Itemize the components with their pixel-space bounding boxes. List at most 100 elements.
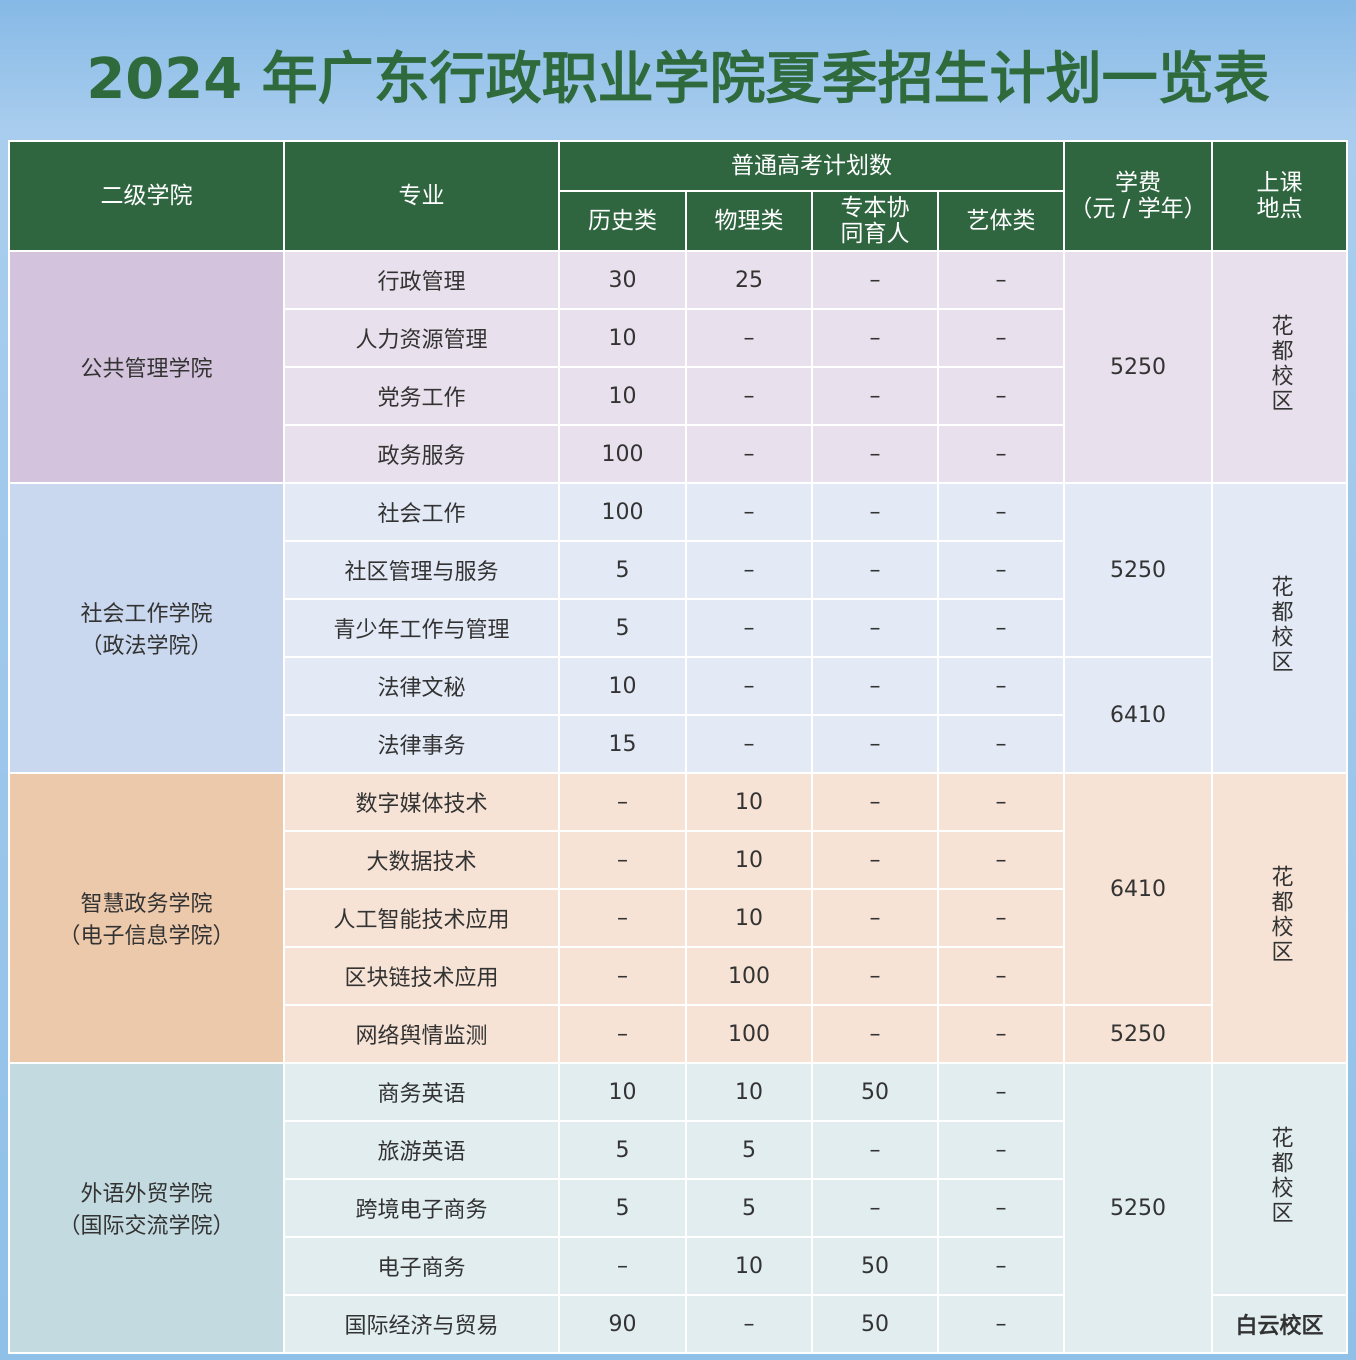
plan-cell: – <box>685 540 813 600</box>
plan-cell: 10 <box>558 656 687 716</box>
cell-text: 花都校区 <box>1267 865 1293 965</box>
plan-cell: – <box>937 1294 1065 1354</box>
text-line: 外语外贸学院 <box>80 1182 213 1207</box>
plan-cell: – <box>937 1062 1065 1122</box>
plan-cell: – <box>558 1236 687 1296</box>
table-body: 公共管理学院 行政管理 30 25– –5250 花都校区 人力资源管理 10– – – 党务工作 1… <box>8 250 1348 1354</box>
plan-cell: – <box>685 1294 813 1354</box>
header-cell: 物理类 <box>685 190 813 252</box>
plan-cell: – <box>685 598 813 658</box>
plan-cell: – <box>811 424 939 484</box>
text-line: 社会工作学院 <box>80 602 213 627</box>
plan-cell: – <box>937 540 1065 600</box>
table-row: 电子商务 –10 50– <box>9 1236 1347 1296</box>
plan-cell: – <box>937 424 1065 484</box>
plan-cell: 100 <box>558 424 687 484</box>
fee-cell: 6410 <box>1063 772 1213 1006</box>
table-row: 青少年工作与管理 5– – – <box>9 598 1347 658</box>
header-row: 历史类 物理类 专本协 同育人 艺体类 <box>9 190 1347 252</box>
table-header: 二级学院 专业 普通高考计划数 学费 （元 / 学年） 上课 地点 历史类 物理类 专本协 同育人艺… <box>8 140 1348 252</box>
table-row: 法律事务 15– – – <box>9 714 1347 774</box>
college-cell: 社会工作学院 （政法学院） <box>8 482 285 774</box>
table-row: 政务服务 100– – – <box>9 424 1347 484</box>
location-cell: 白云校区 <box>1211 1294 1348 1354</box>
text-line: 智慧政务学院 <box>80 892 213 917</box>
plan-cell: 5 <box>558 540 687 600</box>
plan-cell: 30 <box>558 250 687 310</box>
table-row: 党务工作 10– – – <box>9 366 1347 426</box>
plan-cell: 5 <box>558 1178 687 1238</box>
table-row: 公共管理学院 行政管理 30 25– –5250 花都校区 <box>8 250 1348 484</box>
plan-cell: 5 <box>558 1120 687 1180</box>
table-row: 法律文秘 10– – –6410 <box>9 656 1347 774</box>
plan-cell: 5 <box>685 1178 813 1238</box>
plan-cell: 10 <box>685 772 813 832</box>
plan-cell: 10 <box>558 308 687 368</box>
major-cell: 人力资源管理 <box>283 308 560 368</box>
location-cell: 花都校区 <box>1211 1062 1348 1296</box>
plan-cell: – <box>811 830 939 890</box>
major-cell: 法律文秘 <box>283 656 560 716</box>
text-line: （电子信息学院） <box>58 924 235 949</box>
plan-cell: 50 <box>811 1062 939 1122</box>
major-cell: 人工智能技术应用 <box>283 888 560 948</box>
plan-cell: – <box>811 1120 939 1180</box>
plan-cell: – <box>685 714 813 774</box>
plan-cell: – <box>685 366 813 426</box>
plan-cell: – <box>811 714 939 774</box>
major-cell: 跨境电子商务 <box>283 1178 560 1238</box>
plan-cell: – <box>811 482 939 542</box>
location-cell: 花都校区 <box>1211 482 1348 774</box>
fee-cell: 6410 <box>1063 656 1213 774</box>
header-cell: 专业 <box>283 140 560 252</box>
plan-cell: – <box>937 482 1065 542</box>
major-cell: 区块链技术应用 <box>283 946 560 1006</box>
plan-cell: – <box>937 1178 1065 1238</box>
plan-cell: – <box>811 540 939 600</box>
major-cell: 旅游英语 <box>283 1120 560 1180</box>
plan-cell: – <box>937 830 1065 890</box>
plan-cell: – <box>811 656 939 716</box>
plan-cell: – <box>937 772 1065 832</box>
plan-cell: – <box>937 250 1065 310</box>
major-cell: 行政管理 <box>283 250 560 310</box>
plan-cell: – <box>937 888 1065 948</box>
plan-cell: – <box>811 308 939 368</box>
table-row: 社区管理与服务 5– – – <box>9 540 1347 600</box>
college-cell: 外语外贸学院 （国际交流学院） <box>8 1062 285 1354</box>
plan-cell: 10 <box>558 1062 687 1122</box>
plan-cell: 10 <box>558 366 687 426</box>
plan-cell: 100 <box>685 1004 813 1064</box>
cell-text: 白云校区 <box>1235 1314 1324 1339</box>
major-cell: 电子商务 <box>283 1236 560 1296</box>
major-cell: 政务服务 <box>283 424 560 484</box>
plan-cell: – <box>811 250 939 310</box>
plan-cell: 10 <box>685 1062 813 1122</box>
table-row: 网络舆情监测 –100– –5250 <box>9 1004 1347 1064</box>
plan-cell: – <box>685 482 813 542</box>
text-line: 上课 <box>1256 170 1303 196</box>
page-title: 2024 年广东行政职业学院夏季招生计划一览表 <box>86 47 1270 112</box>
plan-cell: 100 <box>685 946 813 1006</box>
plan-cell: – <box>811 598 939 658</box>
text-line: （元 / 学年） <box>1069 196 1207 222</box>
plan-cell: – <box>937 1236 1065 1296</box>
college-cell: 智慧政务学院 （电子信息学院） <box>8 772 285 1064</box>
table-row: 智慧政务学院 （电子信息学院） 数字媒体技术 –10– –6410 花都校区 <box>8 772 1348 1064</box>
fee-cell: 5250 <box>1063 1004 1213 1064</box>
plan-cell: – <box>811 1004 939 1064</box>
text-line: 学费 <box>1115 170 1161 196</box>
plan-cell: 10 <box>685 888 813 948</box>
plan-cell: 5 <box>558 598 687 658</box>
plan-cell: – <box>558 772 687 832</box>
plan-cell: – <box>558 946 687 1006</box>
major-cell: 数字媒体技术 <box>283 772 560 832</box>
location-cell: 花都校区 <box>1211 772 1348 1064</box>
major-cell: 社会工作 <box>283 482 560 542</box>
text-line: 地点 <box>1256 196 1303 222</box>
plan-cell: – <box>558 888 687 948</box>
plan-cell: – <box>811 366 939 426</box>
plan-cell: – <box>937 1004 1065 1064</box>
plan-cell: – <box>558 830 687 890</box>
